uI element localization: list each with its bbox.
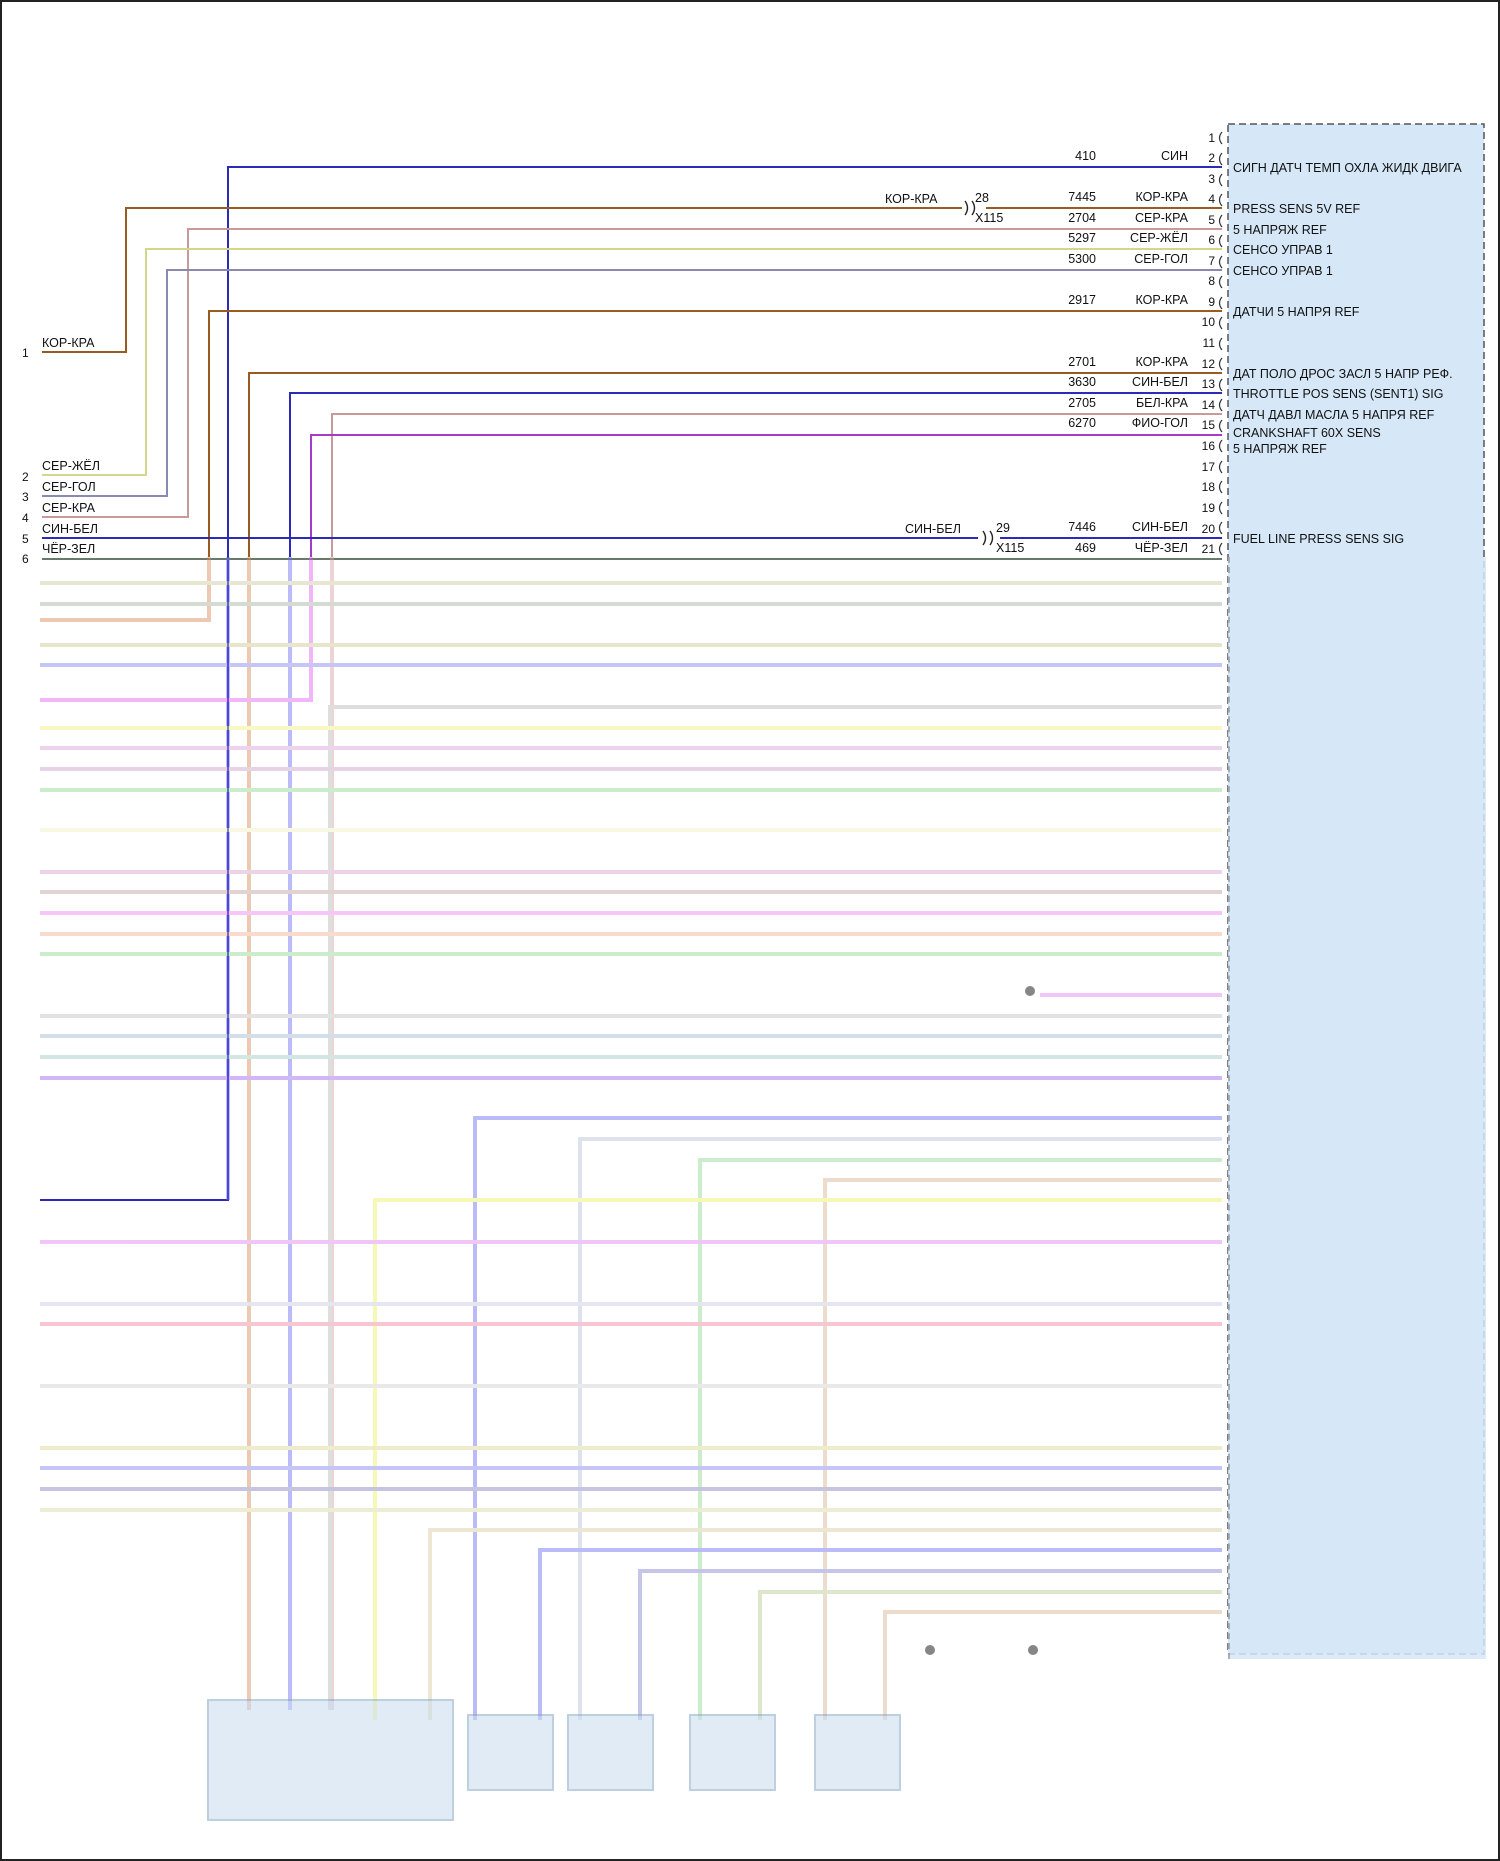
left-pin-number: 6 [22, 552, 29, 566]
connector-28-number: 28 [975, 191, 989, 205]
wire-410-blue [40, 166, 1222, 1201]
ecm-pin-number: 7 [1208, 254, 1215, 268]
ecm-wire-color: ЧЁР-ЗЕЛ [1135, 541, 1188, 555]
wire-3630-blue [289, 392, 1222, 557]
ecm-pin-number: 14 [1202, 398, 1216, 412]
left-pin-color: СИН-БЕЛ [42, 522, 98, 536]
wire-2704-pinkgray [42, 228, 1222, 518]
ecm-pin-function: CRANKSHAFT 60X SENS [1233, 426, 1381, 440]
wire-left-1-brown [42, 207, 962, 353]
left-pin-color: СЕР-ГОЛ [42, 480, 96, 494]
ecm-pin-number: 5 [1208, 213, 1215, 227]
ecm-wire-color: СИН-БЕЛ [1132, 520, 1188, 534]
ecm-pin-number: 20 [1202, 522, 1216, 536]
ecm-pin-function: 5 НАПРЯЖ REF [1233, 223, 1327, 237]
ecm-wire-color: СЕР-ГОЛ [1134, 252, 1188, 266]
ecm-pin-function: FUEL LINE PRESS SENS SIG [1233, 532, 1404, 546]
left-pin-number: 2 [22, 470, 29, 484]
ecm-pin-number: 15 [1202, 418, 1216, 432]
connector-28-symbol [964, 200, 976, 216]
ecm-circuit-number: 7446 [1068, 520, 1096, 534]
connector-29-color: СИН-БЕЛ [905, 522, 961, 536]
left-pin-color: ЧЁР-ЗЕЛ [42, 542, 95, 556]
ecm-pin-number: 10 [1202, 315, 1216, 329]
ecm-pin-number: 18 [1202, 480, 1216, 494]
ecm-circuit-number: 2701 [1068, 355, 1096, 369]
ecm-pin-number: 17 [1202, 460, 1216, 474]
left-pin-color: КОР-КРА [42, 336, 95, 350]
ecm-circuit-number: 469 [1075, 541, 1096, 555]
ecm-circuit-number: 7445 [1068, 190, 1096, 204]
left-pin-number: 3 [22, 490, 29, 504]
left-pin-number: 5 [22, 532, 29, 546]
ecm-pin-number: 21 [1202, 542, 1216, 556]
connector-28-color: КОР-КРА [885, 192, 938, 206]
blurred-lower-section [40, 557, 1222, 1720]
ecm-pin-function: ДАТ ПОЛО ДРОС ЗАСЛ 5 НАПР РЕФ. [1233, 367, 1453, 381]
ecm-pin-function: СЕНСО УПРАВ 1 [1233, 243, 1333, 257]
blurred-components [207, 986, 1038, 1821]
ecm-pin-function: THROTTLE POS SENS (SENT1) SIG [1233, 387, 1443, 401]
ecm-connector-ticks [1218, 131, 1223, 556]
left-pin-color: СЕР-ЖЁЛ [42, 459, 100, 473]
ecm-wire-color: ФИО-ГОЛ [1132, 416, 1188, 430]
left-pin-number: 1 [22, 346, 29, 360]
ecm-circuit-number: 3630 [1068, 375, 1096, 389]
ecm-pin-list: 1 2 410 СИН СИГН ДАТЧ ТЕМП ОХЛА ЖИДК ДВИ… [1068, 131, 1462, 556]
ecm-pin-number: 8 [1208, 274, 1215, 288]
ecm-circuit-number: 5300 [1068, 252, 1096, 266]
left-pin-list: 1 КОР-КРА 2 СЕР-ЖЁЛ 3 СЕР-ГОЛ 4 СЕР-КРА … [22, 336, 100, 566]
ecm-wire-color: СИН-БЕЛ [1132, 375, 1188, 389]
ecm-pin-function: PRESS SENS 5V REF [1233, 202, 1360, 216]
connector-29-symbol [982, 530, 994, 546]
wire-5300-grayblue [42, 269, 1222, 497]
ecm-pin-function: 5 НАПРЯЖ REF [1233, 442, 1327, 456]
ecm-pin-function: СИГН ДАТЧ ТЕМП ОХЛА ЖИДК ДВИГА [1233, 161, 1462, 175]
wire-6270-violet [310, 434, 1222, 557]
connector-29-number: 29 [996, 521, 1010, 535]
ecm-wire-color: СИН [1161, 149, 1188, 163]
ecm-pin-number: 1 [1208, 131, 1215, 145]
ecm-pin-function: СЕНСО УПРАВ 1 [1233, 264, 1333, 278]
connector-29-id: X115 [996, 541, 1024, 555]
ecm-pin-number: 16 [1202, 439, 1216, 453]
ecm-wire-color: СЕР-ЖЁЛ [1130, 231, 1188, 245]
ecm-circuit-number: 2705 [1068, 396, 1096, 410]
ecm-wire-color: КОР-КРА [1136, 190, 1189, 204]
ecm-pin-number: 3 [1208, 172, 1215, 186]
left-pin-color: СЕР-КРА [42, 501, 96, 515]
ecm-pin-number: 12 [1202, 357, 1216, 371]
connector-28-id: X115 [975, 211, 1003, 225]
ecm-wire-color: КОР-КРА [1136, 355, 1189, 369]
ecm-pin-number: 19 [1202, 501, 1216, 515]
ecm-pin-function: ДАТЧ ДАВЛ МАСЛА 5 НАПРЯ REF [1233, 408, 1435, 422]
ecm-circuit-number: 410 [1075, 149, 1096, 163]
ecm-pin-number: 13 [1202, 377, 1216, 391]
ecm-pin-number: 4 [1208, 192, 1215, 206]
ecm-wire-color: СЕР-КРА [1135, 211, 1189, 225]
ecm-module-blurred-area [1228, 557, 1486, 1659]
ecm-pin-function: ДАТЧИ 5 НАПРЯ REF [1233, 305, 1360, 319]
wire-5297-yellow [42, 248, 1222, 476]
wire-2705-pinkgray [331, 413, 1222, 557]
wire-2701-brown [248, 372, 1222, 557]
ecm-wire-color: КОР-КРА [1136, 293, 1189, 307]
ecm-circuit-number: 2917 [1068, 293, 1096, 307]
ecm-pin-number: 11 [1203, 336, 1216, 350]
ecm-wire-color: БЕЛ-КРА [1136, 396, 1189, 410]
wire-2917-brown [208, 310, 1222, 557]
ecm-circuit-number: 5297 [1068, 231, 1096, 245]
ecm-pin-number: 2 [1208, 151, 1215, 165]
ecm-pin-number: 6 [1208, 233, 1215, 247]
ecm-circuit-number: 6270 [1068, 416, 1096, 430]
left-pin-number: 4 [22, 511, 29, 525]
ecm-pin-number: 9 [1208, 295, 1215, 309]
ecm-circuit-number: 2704 [1068, 211, 1096, 225]
